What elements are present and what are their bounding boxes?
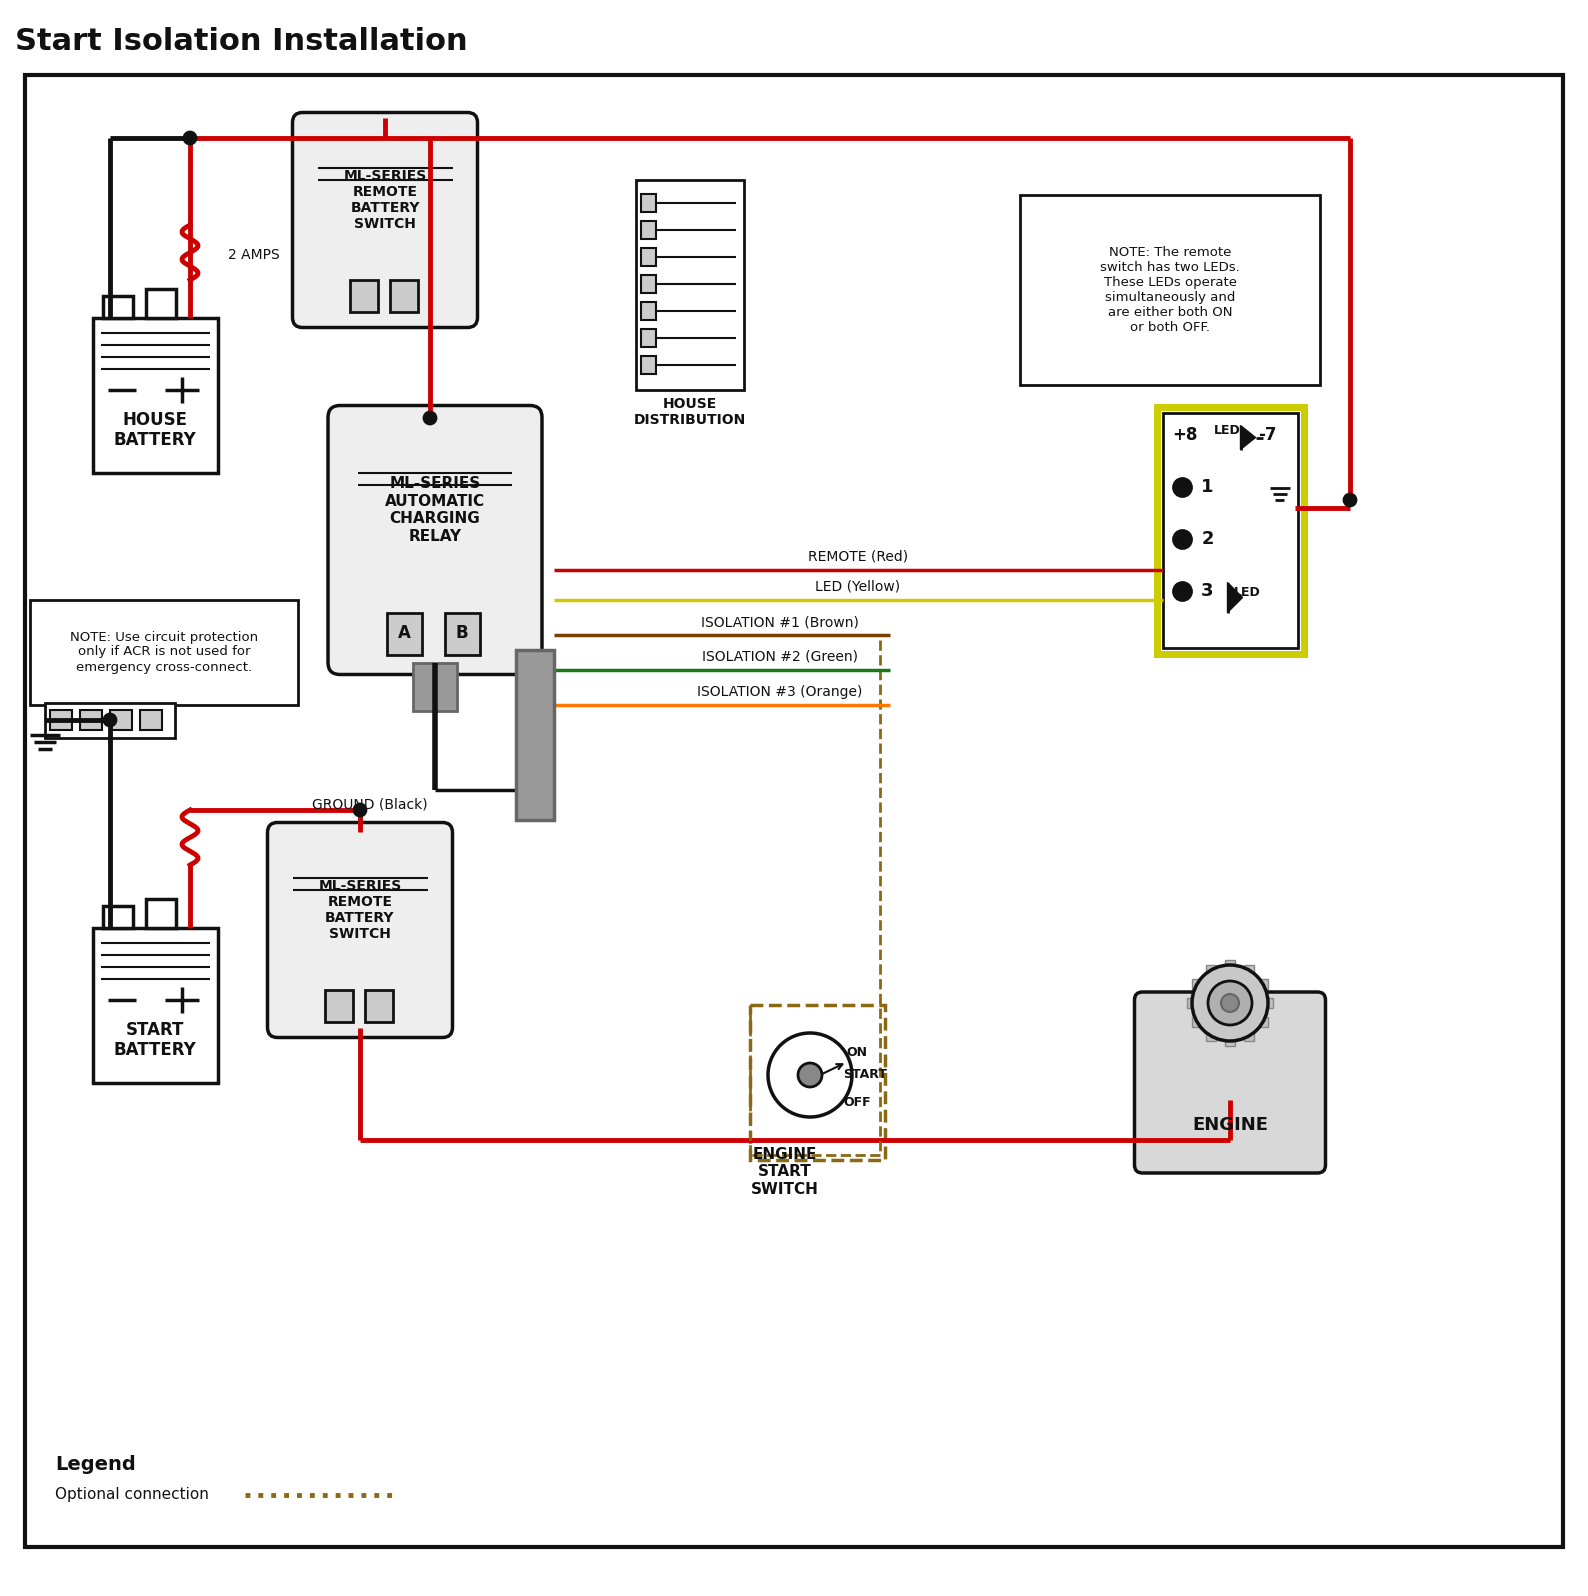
Bar <box>1258 978 1267 990</box>
Bar <box>1186 998 1197 1009</box>
Circle shape <box>103 713 116 726</box>
Polygon shape <box>1240 426 1256 450</box>
Text: START
BATTERY: START BATTERY <box>114 1020 197 1060</box>
Bar <box>349 279 378 311</box>
Bar <box>516 650 554 820</box>
Text: Optional connection: Optional connection <box>56 1487 210 1502</box>
Text: ISOLATION #2 (Green): ISOLATION #2 (Green) <box>702 650 858 664</box>
Text: Start Isolation Installation: Start Isolation Installation <box>14 27 467 56</box>
Text: 1: 1 <box>1201 479 1213 496</box>
Text: ON: ON <box>846 1045 867 1058</box>
Bar <box>391 279 418 311</box>
Bar <box>642 302 656 321</box>
Bar <box>103 295 132 318</box>
Text: ENGINE: ENGINE <box>1193 1116 1267 1135</box>
Bar <box>1262 998 1274 1009</box>
Bar <box>365 990 392 1021</box>
Bar <box>140 710 162 729</box>
Bar <box>642 356 656 373</box>
Text: ENGINE
START
SWITCH: ENGINE START SWITCH <box>751 1148 819 1197</box>
Circle shape <box>1208 982 1251 1025</box>
Bar <box>1258 1017 1267 1026</box>
Text: HOUSE
BATTERY: HOUSE BATTERY <box>114 410 197 450</box>
Bar <box>30 600 299 705</box>
Circle shape <box>769 1033 853 1117</box>
Circle shape <box>1193 966 1267 1041</box>
Text: 2 AMPS: 2 AMPS <box>229 247 279 262</box>
Bar <box>637 180 745 389</box>
Bar <box>92 927 218 1082</box>
Bar <box>642 195 656 212</box>
Circle shape <box>1343 495 1356 506</box>
Text: B: B <box>456 624 468 643</box>
Bar <box>1243 1031 1255 1041</box>
Bar <box>146 899 176 927</box>
Bar <box>1019 195 1320 385</box>
Bar <box>146 289 176 318</box>
Bar <box>1205 966 1216 975</box>
Bar <box>642 329 656 346</box>
Bar <box>642 220 656 239</box>
FancyBboxPatch shape <box>292 112 478 327</box>
Bar <box>1162 412 1297 648</box>
Circle shape <box>184 132 195 144</box>
Text: A: A <box>397 624 410 643</box>
Text: 3: 3 <box>1201 583 1213 600</box>
FancyBboxPatch shape <box>267 822 453 1037</box>
Text: 2: 2 <box>1201 530 1213 549</box>
Polygon shape <box>1228 583 1242 613</box>
Text: GROUND (Black): GROUND (Black) <box>313 798 427 812</box>
Bar <box>1193 978 1202 990</box>
Circle shape <box>1221 994 1239 1012</box>
Bar <box>1224 1036 1235 1045</box>
Bar <box>750 1005 885 1160</box>
Bar <box>1224 961 1235 970</box>
Bar <box>49 710 71 729</box>
Bar <box>110 710 132 729</box>
Bar <box>326 990 353 1021</box>
Bar <box>445 613 480 654</box>
Text: HOUSE
DISTRIBUTION: HOUSE DISTRIBUTION <box>634 397 746 428</box>
Bar <box>413 662 457 710</box>
Circle shape <box>1174 479 1191 496</box>
Text: REMOTE (Red): REMOTE (Red) <box>808 551 908 563</box>
Text: ML-SERIES
AUTOMATIC
CHARGING
RELAY: ML-SERIES AUTOMATIC CHARGING RELAY <box>384 476 484 544</box>
Text: +8: +8 <box>1172 426 1197 444</box>
Bar <box>79 710 102 729</box>
Bar <box>1243 966 1255 975</box>
Bar <box>642 275 656 294</box>
Circle shape <box>1174 583 1191 600</box>
Text: -7: -7 <box>1258 426 1277 444</box>
Circle shape <box>1174 530 1191 549</box>
Text: LED: LED <box>1215 425 1240 437</box>
Circle shape <box>424 412 437 425</box>
Text: OFF: OFF <box>843 1095 870 1109</box>
Text: START: START <box>843 1068 888 1082</box>
Bar <box>92 318 218 472</box>
Text: LED (Yellow): LED (Yellow) <box>815 579 900 594</box>
Bar <box>1156 407 1304 653</box>
Text: NOTE: The remote
switch has two LEDs.
These LEDs operate
simultaneously and
are : NOTE: The remote switch has two LEDs. Th… <box>1100 246 1240 334</box>
Text: ML-SERIES
REMOTE
BATTERY
SWITCH: ML-SERIES REMOTE BATTERY SWITCH <box>343 169 427 231</box>
Bar <box>1193 1017 1202 1026</box>
Text: ISOLATION #1 (Brown): ISOLATION #1 (Brown) <box>700 614 859 629</box>
FancyBboxPatch shape <box>1134 993 1326 1173</box>
Text: NOTE: Use circuit protection
only if ACR is not used for
emergency cross-connect: NOTE: Use circuit protection only if ACR… <box>70 630 259 674</box>
FancyBboxPatch shape <box>329 405 542 675</box>
Bar <box>1205 1031 1216 1041</box>
Text: LED: LED <box>1234 586 1261 598</box>
Bar <box>103 905 132 927</box>
Text: ML-SERIES
REMOTE
BATTERY
SWITCH: ML-SERIES REMOTE BATTERY SWITCH <box>318 879 402 942</box>
Text: Legend: Legend <box>56 1456 135 1475</box>
Bar <box>642 247 656 267</box>
Text: ISOLATION #3 (Orange): ISOLATION #3 (Orange) <box>697 685 862 699</box>
Circle shape <box>354 804 365 816</box>
Circle shape <box>799 1063 823 1087</box>
Bar <box>44 702 175 737</box>
Bar <box>387 613 422 654</box>
